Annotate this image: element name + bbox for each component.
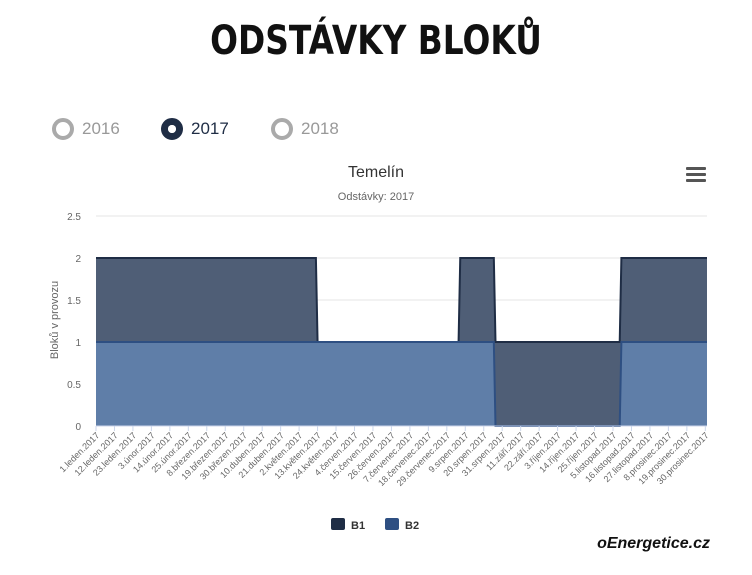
y-tick-label: 0 [75,422,81,433]
radio-unselected-icon[interactable] [271,118,293,140]
chart-subtitle: Odstávky: 2017 [338,191,414,203]
year-option-2017[interactable]: 2017 [161,116,229,142]
year-label: 2016 [82,119,120,138]
chart-title: Temelín [348,164,404,181]
series-b1-area [96,258,707,426]
radio-selected-icon[interactable] [161,118,183,140]
hamburger-menu-icon[interactable] [686,167,706,183]
legend-swatch [385,518,399,530]
y-tick-label: 2 [75,254,81,265]
y-tick-label: 1.5 [67,296,81,307]
year-option-2016[interactable]: 2016 [52,116,120,142]
series-b2-area [96,342,707,426]
year-label: 2017 [191,119,229,138]
y-tick-label: 1 [75,338,81,349]
page-title: ODSTÁVKY BLOKŮ [210,18,542,64]
year-label: 2018 [301,119,339,138]
legend-swatch [331,518,345,530]
brand-watermark: oEnergetice.cz [597,535,710,552]
legend-item-b1: B1 [351,520,365,532]
series-b1-line [96,257,707,343]
radio-unselected-icon[interactable] [52,118,74,140]
series-b2-line [96,341,707,427]
y-tick-label: 0.5 [67,380,81,391]
y-axis-label: Bloků v provozu [49,281,61,359]
year-option-2018[interactable]: 2018 [271,116,339,142]
legend-item-b2: B2 [405,520,419,532]
y-tick-label: 2.5 [67,212,81,223]
